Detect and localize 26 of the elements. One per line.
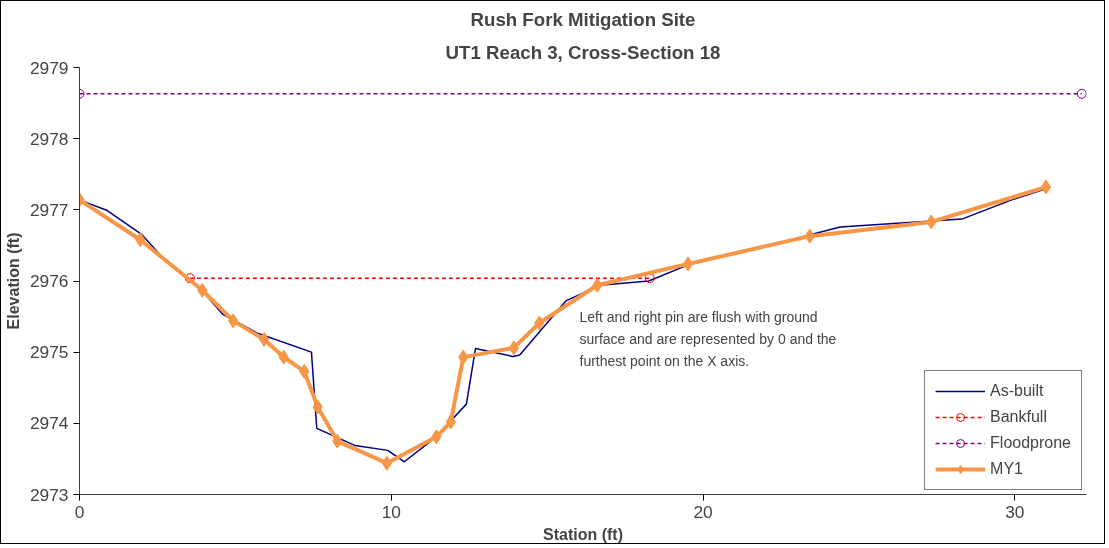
y-tick-label: 2974 — [29, 413, 69, 434]
point — [381, 455, 393, 471]
y-tick-label: 2975 — [29, 342, 69, 363]
point — [1040, 179, 1052, 195]
x-tick-label: 0 — [74, 501, 85, 522]
y-tick-label: 2978 — [29, 128, 69, 149]
x-axis-title: Station (ft) — [543, 525, 623, 543]
x-tick-label: 10 — [381, 501, 401, 522]
y-tick-label: 2977 — [29, 199, 69, 220]
legend-label: Floodprone — [990, 434, 1071, 452]
point — [644, 273, 655, 284]
y-axis-title: Elevation (ft) — [4, 232, 22, 330]
chart-subtitle: UT1 Reach 3, Cross-Section 18 — [445, 41, 721, 63]
point — [258, 331, 270, 347]
legend-label: As-built — [990, 382, 1044, 400]
y-tick-label: 2979 — [29, 57, 69, 78]
x-tick-label: 30 — [1005, 501, 1025, 522]
x-tick-label: 20 — [693, 501, 713, 522]
annotation: Left and right pin are flush with ground surface and are represented by 0 and the furthest point on the X axis. — [579, 308, 837, 370]
legend-label: Bankfull — [990, 408, 1047, 426]
y-tick-label: 2976 — [29, 271, 69, 291]
chart-title: Rush Fork Mitigation Site — [470, 8, 696, 30]
y-tick-label: 2973 — [29, 484, 69, 505]
legend-label: MY1 — [990, 460, 1023, 478]
point — [682, 256, 694, 272]
point — [184, 273, 195, 284]
